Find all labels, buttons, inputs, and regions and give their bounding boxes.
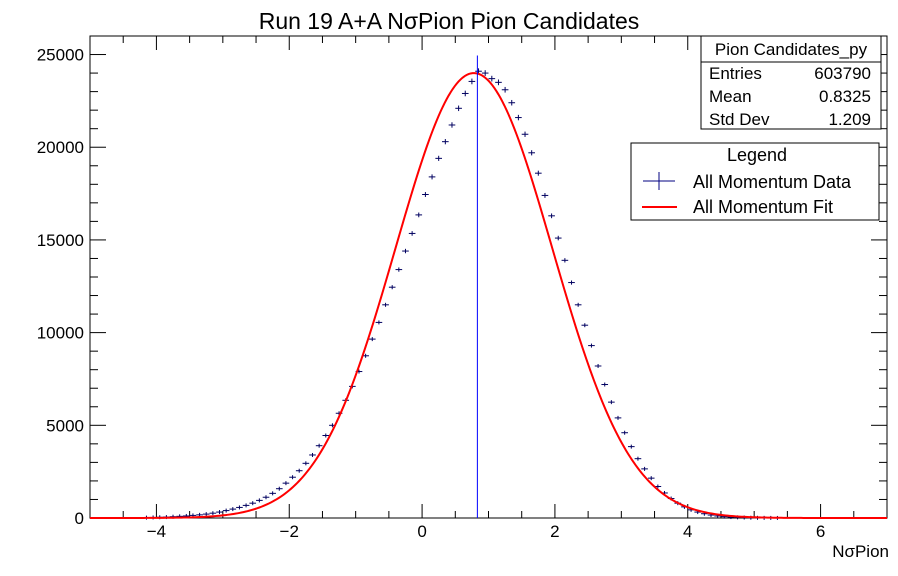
x-tick-label: 2: [550, 522, 559, 541]
data-point: [309, 452, 316, 457]
data-point: [395, 267, 403, 272]
data-point: [541, 192, 549, 198]
data-point: [568, 280, 575, 285]
stats-box-frame: [700, 35, 882, 130]
data-point: [627, 444, 635, 449]
data-point: [428, 174, 436, 180]
stats-stddev-label: Std Dev: [709, 110, 770, 129]
x-tick-label: 4: [683, 522, 692, 541]
data-point: [508, 99, 516, 106]
data-point: [282, 481, 290, 486]
data-point: [402, 248, 409, 254]
data-point: [242, 503, 250, 508]
data-point: [647, 476, 655, 481]
data-point: [468, 78, 476, 85]
x-tick-label: 0: [417, 522, 426, 541]
data-point: [289, 475, 296, 480]
stats-box-title: Pion Candidates_py: [715, 40, 868, 59]
x-tick-label: −2: [280, 522, 299, 541]
data-point: [422, 192, 429, 197]
data-point: [222, 508, 230, 513]
data-point: [561, 258, 569, 263]
stats-entries-value: 603790: [814, 64, 871, 83]
stats-mean-label: Mean: [709, 87, 752, 106]
legend-label-fit: All Momentum Fit: [693, 197, 833, 217]
data-point: [455, 105, 462, 112]
x-axis-title: NσPion: [832, 542, 889, 561]
y-tick-label: 0: [75, 509, 84, 528]
data-point: [216, 510, 223, 515]
data-point: [554, 235, 562, 241]
data-point: [275, 486, 283, 491]
data-point: [495, 79, 502, 86]
data-point: [442, 139, 449, 145]
data-point: [249, 501, 257, 506]
data-point: [634, 456, 642, 461]
data-point: [574, 302, 582, 307]
data-point: [594, 363, 602, 368]
data-point: [262, 495, 270, 500]
data-point: [581, 323, 589, 328]
data-point: [534, 170, 542, 176]
y-tick-label: 25000: [37, 46, 84, 65]
data-point: [588, 343, 595, 348]
chart-title: Run 19 A+A NσPion Pion Candidates: [259, 8, 640, 34]
data-point: [608, 400, 615, 405]
data-point: [481, 70, 489, 76]
y-tick-label: 15000: [37, 231, 84, 250]
stats-mean-value: 0.8325: [819, 87, 871, 106]
data-point: [488, 75, 496, 82]
data-point: [528, 150, 535, 156]
data-point: [614, 415, 622, 420]
data-point: [521, 131, 529, 137]
legend-marker-data: [643, 172, 675, 190]
data-point: [435, 155, 443, 161]
data-point: [269, 491, 276, 496]
data-point: [322, 433, 330, 438]
x-tick-label: −4: [147, 522, 166, 541]
data-point: [501, 86, 509, 93]
data-point: [256, 498, 263, 503]
data-point: [548, 213, 555, 219]
y-tick-label: 5000: [46, 416, 84, 435]
data-point: [515, 114, 522, 121]
data-point: [382, 302, 389, 307]
data-point: [368, 337, 376, 342]
stats-entries-label: Entries: [709, 64, 762, 83]
data-point: [641, 466, 648, 471]
data-points: [143, 68, 781, 520]
data-point: [302, 461, 310, 466]
legend-label-data: All Momentum Data: [693, 172, 852, 192]
data-point: [209, 511, 217, 516]
fit-curve: [90, 72, 887, 519]
data-point: [202, 512, 210, 517]
data-point: [408, 231, 416, 236]
data-point: [621, 430, 628, 435]
data-point: [229, 507, 237, 512]
x-tick-labels: −4 −2 0 2 4 6: [147, 522, 826, 541]
data-point: [461, 90, 469, 97]
y-tick-label: 20000: [37, 138, 84, 157]
stats-box: Pion Candidates_py Entries 603790 Mean 0…: [700, 35, 882, 130]
y-tick-labels: 0 5000 10000 15000 20000 25000: [37, 46, 84, 528]
stats-stddev-value: 1.209: [828, 110, 871, 129]
legend-title: Legend: [727, 145, 787, 165]
data-point: [315, 443, 323, 448]
data-point: [375, 320, 383, 325]
legend: Legend All Momentum Data All Momentum Fi…: [630, 142, 880, 221]
data-point: [448, 122, 456, 128]
data-point: [415, 212, 423, 218]
data-point: [601, 382, 609, 387]
data-point: [388, 285, 396, 290]
x-tick-label: 6: [816, 522, 825, 541]
data-point: [295, 468, 303, 473]
y-tick-label: 10000: [37, 324, 84, 343]
data-point: [236, 505, 243, 510]
